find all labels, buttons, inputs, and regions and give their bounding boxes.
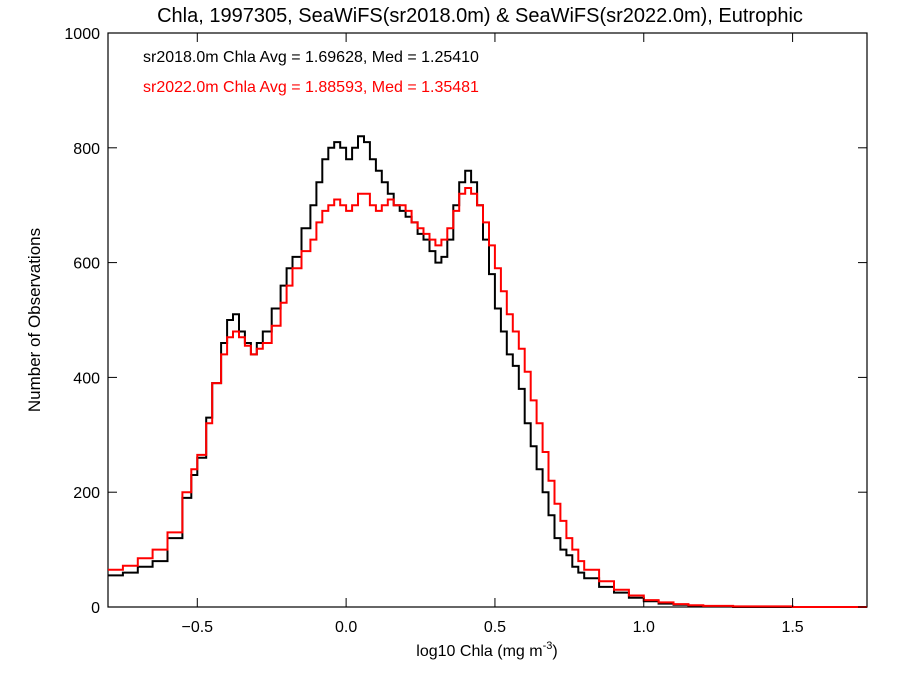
y-tick-label: 600 (73, 256, 100, 273)
x-axis-label: log10 Chla (mg m-3) (416, 640, 557, 660)
x-axis-label-close: ) (552, 643, 557, 660)
x-tick-label: 0.5 (484, 619, 506, 636)
x-tick-label: 0.0 (335, 619, 357, 636)
x-axis-label-main: log10 Chla (mg m (416, 643, 542, 660)
x-tick-label: 1.0 (633, 619, 655, 636)
y-tick-label: 400 (73, 370, 100, 387)
plot-frame (107, 32, 868, 608)
x-axis-label-sup: -3 (543, 640, 553, 652)
y-tick-label: 0 (91, 600, 100, 617)
y-tick-label: 1000 (64, 26, 100, 43)
annotation-block: sr2018.0m Chla Avg = 1.69628, Med = 1.25… (143, 49, 479, 96)
x-tick-label: 1.5 (781, 619, 803, 636)
series-line-sr2022 (108, 187, 867, 608)
y-tick-label: 200 (73, 485, 100, 502)
chart-title: Chla, 1997305, SeaWiFS(sr2018.0m) & SeaW… (157, 5, 803, 27)
y-axis-label: Number of Observations (25, 228, 44, 412)
annotation-sr2018: sr2018.0m Chla Avg = 1.69628, Med = 1.25… (143, 49, 479, 66)
series-layer (108, 135, 867, 608)
x-tick-label: −0.5 (181, 619, 213, 636)
annotation-sr2022: sr2022.0m Chla Avg = 1.88593, Med = 1.35… (143, 79, 479, 96)
y-tick-label: 800 (73, 141, 100, 158)
plot-area: −0.5 0.0 0.5 1.0 1.5 0 200 400 600 800 1000 (64, 26, 868, 636)
tick-layer: −0.5 0.0 0.5 1.0 1.5 0 200 400 600 800 1000 (64, 26, 867, 636)
